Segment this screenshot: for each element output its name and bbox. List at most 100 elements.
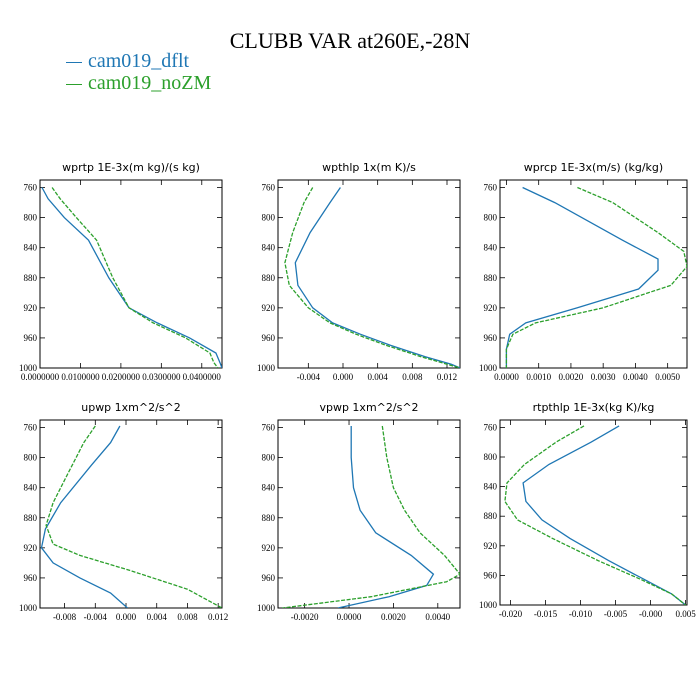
y-tick-label: 800 — [484, 213, 498, 223]
x-tick-label: 0.008 — [402, 372, 423, 382]
y-tick-label: 920 — [484, 541, 498, 551]
plot-frame — [499, 419, 688, 606]
x-tick-label: 0.000 — [116, 612, 137, 622]
subplot: upwp 1xm^2/s^2 760 800 840 880 920 960 1000 -0.0… — [19, 401, 228, 622]
x-tick-label: 0.0200000 — [102, 372, 141, 382]
x-tick-label: 0.008 — [177, 612, 198, 622]
series-line-cam019_noZM — [51, 187, 219, 368]
figure-title: CLUBB VAR at260E,-28N — [229, 28, 471, 53]
x-tick-label: 0.0300000 — [142, 372, 181, 382]
subplot-title: rtpthlp 1E-3x(kg K)/kg — [533, 401, 655, 414]
y-tick-label: 960 — [262, 573, 276, 583]
x-tick-label: 0.0040 — [623, 372, 648, 382]
x-tick-label: -0.010 — [569, 609, 593, 619]
subplot: vpwp 1xm^2/s^2 760 800 840 880 920 960 1000 -0.0… — [257, 401, 461, 622]
subplot-title: wprcp 1E-3x(m/s) (kg/kg) — [524, 161, 663, 174]
y-tick-label: 800 — [262, 213, 276, 223]
y-tick-label: 960 — [484, 333, 498, 343]
y-tick-label: 760 — [262, 183, 276, 193]
y-tick-label: 920 — [24, 303, 38, 313]
y-tick-label: 880 — [262, 513, 276, 523]
y-tick-label: 880 — [484, 511, 498, 521]
subplot: wprtp 1E-3x(m kg)/(s kg) 760 800 840 880 920 9… — [19, 161, 223, 382]
x-tick-label: -0.000 — [639, 609, 663, 619]
x-tick-label: 0.0000 — [337, 612, 362, 622]
series-line-cam019_dflt — [522, 425, 687, 605]
y-tick-label: 880 — [24, 513, 38, 523]
x-tick-label: 0.000 — [333, 372, 354, 382]
x-tick-label: -0.0020 — [291, 612, 319, 622]
series-line-cam019_dflt — [41, 187, 222, 368]
x-tick-label: 0.0000000 — [21, 372, 60, 382]
x-tick-label: 0.005 — [675, 609, 696, 619]
y-tick-label: 760 — [262, 423, 276, 433]
subplot: wprcp 1E-3x(m/s) (kg/kg) 760 800 840 880 920 9… — [479, 161, 688, 382]
x-tick-label: -0.004 — [84, 612, 108, 622]
y-tick-label: 760 — [24, 423, 38, 433]
subplot-title: wpthlp 1x(m K)/s — [322, 161, 416, 174]
y-tick-label: 960 — [24, 333, 38, 343]
y-tick-label: 840 — [262, 243, 276, 253]
y-tick-label: 920 — [24, 543, 38, 553]
y-tick-label: 920 — [262, 303, 276, 313]
x-tick-label: 0.0020 — [381, 612, 406, 622]
y-tick-label: 840 — [484, 243, 498, 253]
y-tick-label: 880 — [262, 273, 276, 283]
y-tick-label: 800 — [24, 213, 38, 223]
subplot: rtpthlp 1E-3x(kg K)/kg 760 800 840 880 920 960… — [479, 401, 696, 619]
x-tick-label: 0.0030 — [591, 372, 616, 382]
subplot-title: vpwp 1xm^2/s^2 — [319, 401, 418, 414]
series-line-cam019_dflt — [505, 186, 659, 368]
x-tick-label: 0.0000 — [494, 372, 519, 382]
y-tick-label: 960 — [262, 333, 276, 343]
y-tick-label: 840 — [484, 482, 498, 492]
x-tick-label: 0.0040 — [425, 612, 450, 622]
y-tick-label: 840 — [262, 483, 276, 493]
x-tick-label: 0.0400000 — [183, 372, 222, 382]
subplot: wpthlp 1x(m K)/s 760 800 840 880 920 960 1000 -0… — [257, 161, 461, 382]
y-tick-label: 800 — [262, 453, 276, 463]
x-tick-label: 0.0100000 — [61, 372, 100, 382]
plot-frame — [39, 179, 223, 369]
x-tick-label: -0.004 — [297, 372, 321, 382]
y-tick-label: 800 — [484, 452, 498, 462]
y-tick-label: 1000 — [479, 363, 498, 373]
y-tick-label: 760 — [484, 422, 498, 432]
subplot-title: upwp 1xm^2/s^2 — [81, 401, 181, 414]
legend-label: cam019_noZM — [88, 72, 212, 94]
x-tick-label: 0.0010 — [526, 372, 551, 382]
x-tick-label: -0.015 — [534, 609, 558, 619]
x-tick-label: 0.004 — [368, 372, 389, 382]
y-tick-label: 840 — [24, 483, 38, 493]
y-tick-label: 880 — [24, 273, 38, 283]
x-tick-label: -0.020 — [499, 609, 523, 619]
series-line-cam019_noZM — [45, 425, 222, 608]
series-line-cam019_noZM — [282, 425, 460, 608]
plot-frame — [39, 419, 223, 609]
legend-item-nozm: cam019_noZM — [66, 72, 211, 95]
x-tick-label: 0.012 — [208, 612, 228, 622]
plot-frame — [499, 179, 688, 369]
y-tick-label: 1000 — [257, 363, 276, 373]
series-line-cam019_dflt — [40, 425, 128, 608]
y-tick-label: 1000 — [19, 603, 38, 613]
series-line-cam019_noZM — [284, 187, 460, 368]
series-line-cam019_noZM — [504, 425, 687, 605]
y-tick-label: 880 — [484, 273, 498, 283]
x-tick-label: -0.008 — [53, 612, 77, 622]
x-tick-label: 0.004 — [147, 612, 168, 622]
y-tick-label: 960 — [24, 573, 38, 583]
y-tick-label: 920 — [484, 303, 498, 313]
series-line-cam019_dflt — [294, 187, 460, 368]
y-tick-label: 800 — [24, 453, 38, 463]
y-tick-label: 1000 — [479, 600, 498, 610]
legend-item-dflt: cam019_dflt — [66, 50, 189, 73]
y-tick-label: 760 — [484, 183, 498, 193]
legend-swatch — [66, 83, 82, 85]
x-tick-label: 0.012 — [437, 372, 457, 382]
y-tick-label: 920 — [262, 543, 276, 553]
legend-swatch — [66, 61, 82, 63]
plot-frame — [277, 179, 461, 369]
plot-frame — [277, 419, 461, 609]
